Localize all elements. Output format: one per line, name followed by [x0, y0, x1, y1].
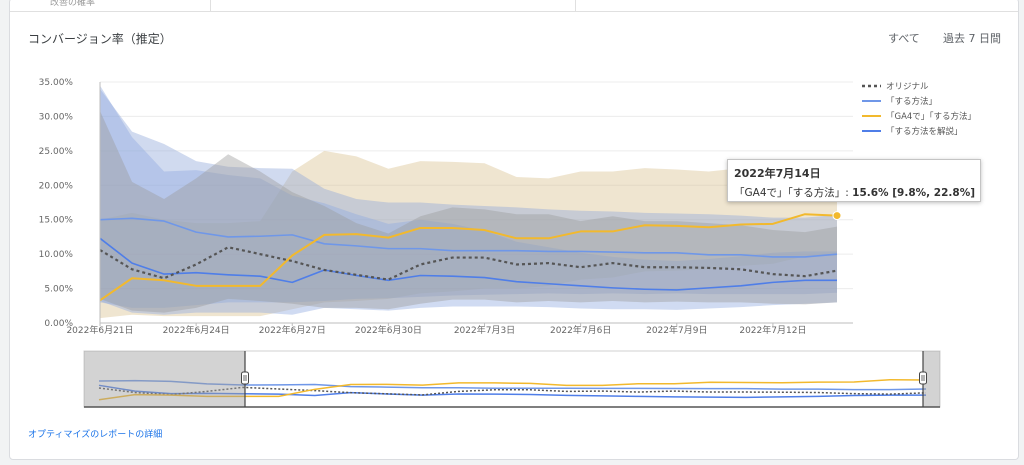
legend-label-original: オリジナル: [886, 82, 929, 92]
y-tick-label: 25.00%: [39, 147, 74, 157]
tooltip-value: 15.6% [9.8%, 22.8%]: [852, 187, 976, 199]
navigator-line-kaisetsu: [98, 384, 926, 399]
navigator-frame: [83, 350, 941, 408]
confidence-band-ga4: [100, 150, 837, 319]
x-tick-label: 2022年7月6日: [550, 324, 611, 336]
tooltip-separator: :: [845, 187, 853, 199]
y-tick-label: 30.00%: [39, 112, 74, 122]
legend-label-kaisetsu: 「する方法を解説」: [886, 126, 963, 137]
x-tick-label: 2022年7月9日: [646, 324, 707, 336]
y-tick-label: 35.00%: [39, 78, 74, 88]
column-divider: [575, 0, 576, 11]
confidence-band-kaisetsu: [100, 85, 837, 315]
series-line-suruhouhou: [99, 217, 838, 258]
navigator-line-ga4: [98, 378, 927, 401]
navigator-handle-right[interactable]: [919, 351, 927, 407]
range-navigator: [83, 350, 941, 408]
range-7days-button[interactable]: 過去 7 日間: [943, 32, 1001, 45]
chart-legend: オリジナル「する方法」「GA4で」「する方法」「する方法を解説」: [862, 82, 976, 137]
x-tick-label: 2022年7月3日: [454, 324, 515, 336]
x-tick-label: 2022年6月21日: [66, 324, 133, 336]
tooltip-date: 2022年7月14日: [734, 167, 821, 180]
y-tick-label: 5.00%: [44, 285, 73, 295]
previous-section-strip: 改善の確率: [10, 0, 1018, 12]
navigator-handle-left[interactable]: [241, 351, 249, 407]
navigator-line-suruhouhou: [98, 379, 927, 391]
series-line-original: [99, 246, 838, 281]
column-divider: [210, 0, 211, 11]
y-tick-label: 10.00%: [39, 250, 74, 260]
navigator-mask-left: [84, 351, 245, 407]
legend-label-suruhouhou: 「する方法」: [886, 96, 937, 107]
x-tick-label: 2022年7月12日: [739, 324, 806, 336]
range-all-button[interactable]: すべて: [888, 32, 920, 45]
navigator-handle-grip: [919, 371, 927, 385]
hover-point-marker: [832, 211, 842, 221]
navigator-mask-right: [923, 351, 940, 407]
navigator-handle-grip: [241, 371, 249, 385]
chart-axes: 0.00% 5.00% 10.00% 15.00% 20.00% 25.00% 30.00%…: [39, 78, 807, 336]
y-tick-label: 0.00%: [44, 319, 73, 329]
tooltip-series-name: 「GA4で」「する方法」: [734, 187, 846, 199]
previous-section-fragment: 改善の確率: [50, 0, 96, 8]
optimize-report-details-link[interactable]: オプティマイズのレポートの詳細: [28, 430, 163, 440]
legend-label-ga4: 「GA4で」「する方法」: [886, 111, 976, 122]
y-tick-label: 20.00%: [39, 181, 74, 191]
chart-tooltip: 2022年7月14日 「GA4で」「する方法」: 15.6% [9.8%, 22…: [727, 159, 981, 202]
card-title: コンバージョン率（推定）: [28, 32, 172, 46]
series-line-ga4: [99, 213, 838, 302]
x-tick-label: 2022年6月30日: [355, 324, 422, 336]
series-line-kaisetsu: [99, 237, 837, 291]
tooltip-value-line: 「GA4で」「する方法」: 15.6% [9.8%, 22.8%]: [734, 185, 976, 200]
x-tick-label: 2022年6月27日: [259, 324, 326, 336]
series-lines: [99, 211, 842, 302]
y-tick-label: 15.00%: [39, 216, 74, 226]
x-tick-label: 2022年6月24日: [163, 324, 230, 336]
